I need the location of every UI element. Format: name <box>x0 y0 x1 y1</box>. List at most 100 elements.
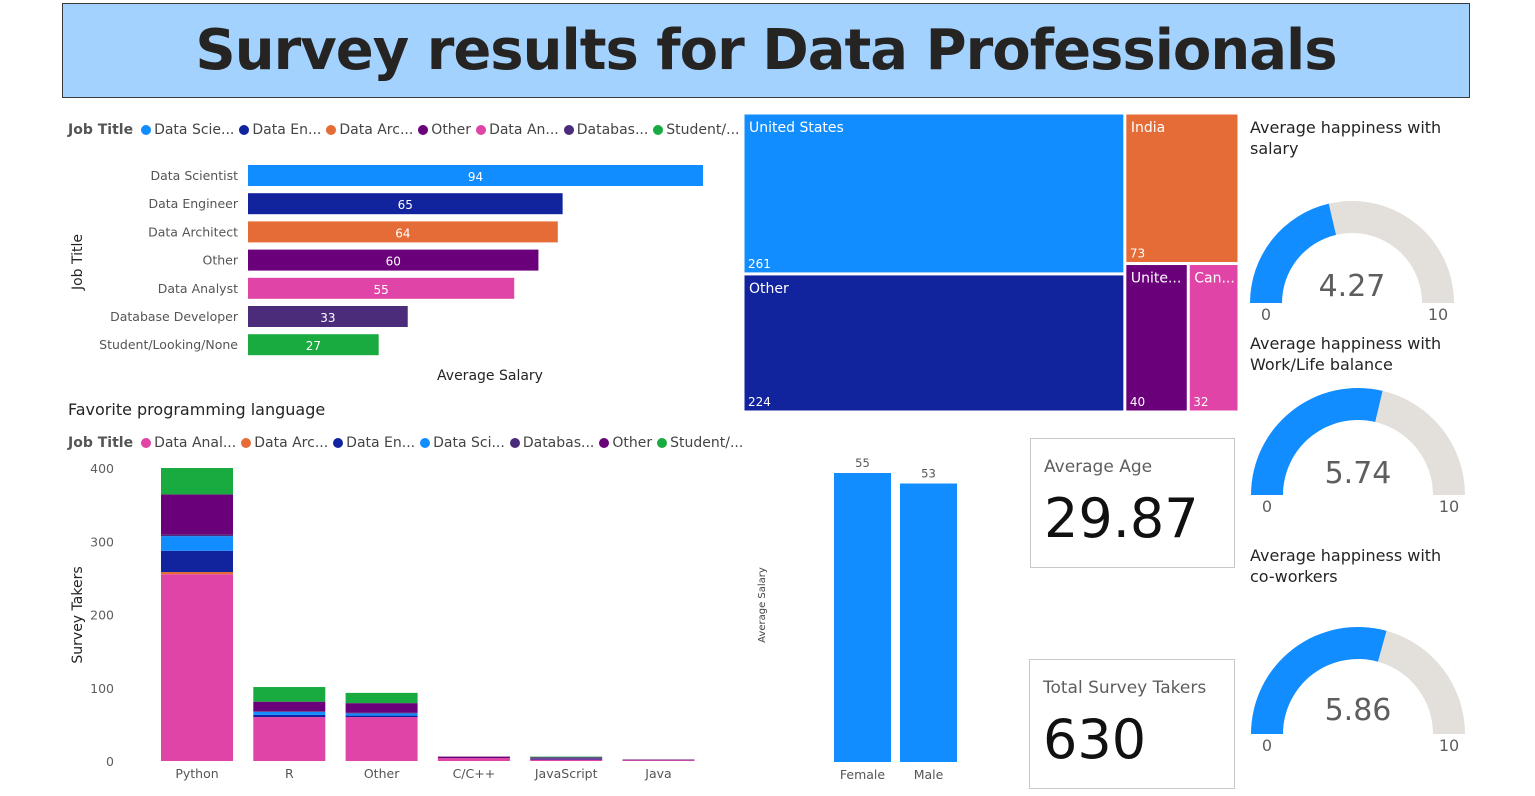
treemap-tile <box>1125 113 1239 264</box>
salary-by-gender-chart: 55 Female 53 Male Average Salary <box>757 456 957 782</box>
stack-segment <box>437 758 510 761</box>
y-tick-label: Data Scientist <box>151 168 239 183</box>
legend-dot <box>239 125 250 135</box>
legend-item[interactable]: Data An... <box>476 122 559 138</box>
legend-dot <box>141 438 152 448</box>
programming-language-chart: 0 100 200 300 400 Survey Takers Python R Other C/… <box>70 461 695 781</box>
gauge-rest <box>1328 201 1454 303</box>
stack-segment <box>530 758 603 759</box>
stack-segment <box>530 758 603 760</box>
bar <box>248 165 703 186</box>
legend-dot <box>141 125 152 135</box>
treemap-label: Other <box>749 281 789 297</box>
stack-segment <box>253 687 326 702</box>
gauge-happiness-salary: 4.27 0 10 <box>1250 201 1454 324</box>
treemap-tile <box>743 113 1125 274</box>
treemap-value: 32 <box>1193 395 1208 409</box>
legend-item[interactable]: Student/... <box>657 435 743 451</box>
y-tick-label: Student/Looking/None <box>99 337 238 352</box>
x-tick-label: JavaScript <box>534 766 598 781</box>
x-tick-label: C/C++ <box>453 766 496 781</box>
stack-segment <box>345 712 418 714</box>
y-tick-label: Other <box>203 253 239 268</box>
legend-label: Student/... <box>670 435 744 451</box>
y-axis-title: Job Title <box>70 234 86 291</box>
legend-dot <box>418 125 429 135</box>
stack-segment <box>253 711 326 712</box>
treemap-value: 224 <box>748 395 771 409</box>
stack-segment <box>161 574 233 761</box>
card-label: Average Age <box>1044 457 1153 477</box>
stack-segment <box>161 494 233 535</box>
y-tick-label: Data Analyst <box>158 281 238 296</box>
stack-segment <box>530 757 603 759</box>
gauge-min: 0 <box>1261 305 1271 324</box>
treemap-tile <box>743 274 1125 412</box>
x-tick-label: Male <box>914 767 944 782</box>
gauge-value: 4.27 <box>1319 269 1386 304</box>
bar <box>248 193 563 215</box>
legend-dot <box>326 125 337 135</box>
y-tick-label: Database Developer <box>110 309 239 324</box>
page-title-banner: Survey results for Data Professionals <box>62 3 1470 98</box>
treemap-tile <box>1188 264 1239 412</box>
gauge-rest <box>1375 390 1465 495</box>
legend-item[interactable]: Data Scie... <box>141 122 234 138</box>
legend-item[interactable]: Data Arc... <box>241 435 328 451</box>
stack-segment <box>622 759 695 761</box>
y-axis-title: Average Salary <box>757 567 768 643</box>
y-tick-label: 0 <box>106 754 114 769</box>
stack-segment <box>161 534 233 537</box>
bar <box>900 483 957 762</box>
bar <box>248 249 539 271</box>
legend-item[interactable]: Data Arc... <box>326 122 413 138</box>
gauge-rest <box>1378 630 1465 734</box>
job-title-legend-bottom[interactable]: Job Title Data Anal... Data Arc... Data En… <box>68 435 748 451</box>
stack-segment <box>345 692 418 704</box>
data-label: 33 <box>320 311 335 325</box>
stack-segment <box>345 715 418 718</box>
card-value: 29.87 <box>1044 487 1199 550</box>
legend-label: Student/... <box>666 122 740 138</box>
legend-item[interactable]: Data En... <box>239 122 321 138</box>
y-tick-label: 300 <box>90 534 114 549</box>
x-tick-label: R <box>285 766 294 781</box>
legend-dot <box>509 438 520 448</box>
legend-dot <box>599 438 610 448</box>
treemap-tile <box>1125 264 1188 412</box>
stack-segment <box>253 717 326 761</box>
stack-segment <box>161 536 233 551</box>
stack-segment <box>161 572 233 575</box>
stack-segment <box>253 711 326 715</box>
legend-item[interactable]: Other <box>599 435 652 451</box>
gauge-max: 10 <box>1439 497 1459 516</box>
gauge-title-salary: Average happiness with salary <box>1250 118 1442 158</box>
legend-item[interactable]: Databas... <box>509 435 594 451</box>
legend-item[interactable]: Student/... <box>653 122 739 138</box>
data-label: 64 <box>395 226 410 240</box>
legend-item[interactable]: Data En... <box>333 435 415 451</box>
legend-label: Data An... <box>489 122 559 138</box>
legend-item[interactable]: Databas... <box>563 122 648 138</box>
legend-item[interactable]: Other <box>418 122 471 138</box>
legend-item[interactable]: Data Anal... <box>141 435 236 451</box>
legend-label: Other <box>431 122 472 138</box>
legend-item[interactable]: Data Sci... <box>420 435 505 451</box>
gauge-fill <box>1251 627 1387 734</box>
legend-label: Data En... <box>252 122 322 138</box>
bar <box>248 277 515 299</box>
legend-title: Job Title <box>68 435 134 451</box>
bar <box>248 334 379 356</box>
treemap-value: 40 <box>1130 395 1145 409</box>
stack-segment <box>437 756 510 759</box>
average-age-card: Average Age 29.87 <box>1030 438 1235 568</box>
legend-label: Other <box>612 435 653 451</box>
gauge-value: 5.86 <box>1325 693 1392 728</box>
legend-dot <box>563 125 574 135</box>
gauge-min: 0 <box>1262 497 1272 516</box>
stack-segment <box>345 713 418 716</box>
legend-label: Data Arc... <box>339 122 414 138</box>
legend-dot <box>333 438 344 448</box>
job-title-legend-top[interactable]: Job Title Data Scie... Data En... Data Arc… <box>68 122 744 138</box>
country-treemap[interactable]: United States 261 Other 224 India 73 Unite... 4… <box>743 113 1241 414</box>
